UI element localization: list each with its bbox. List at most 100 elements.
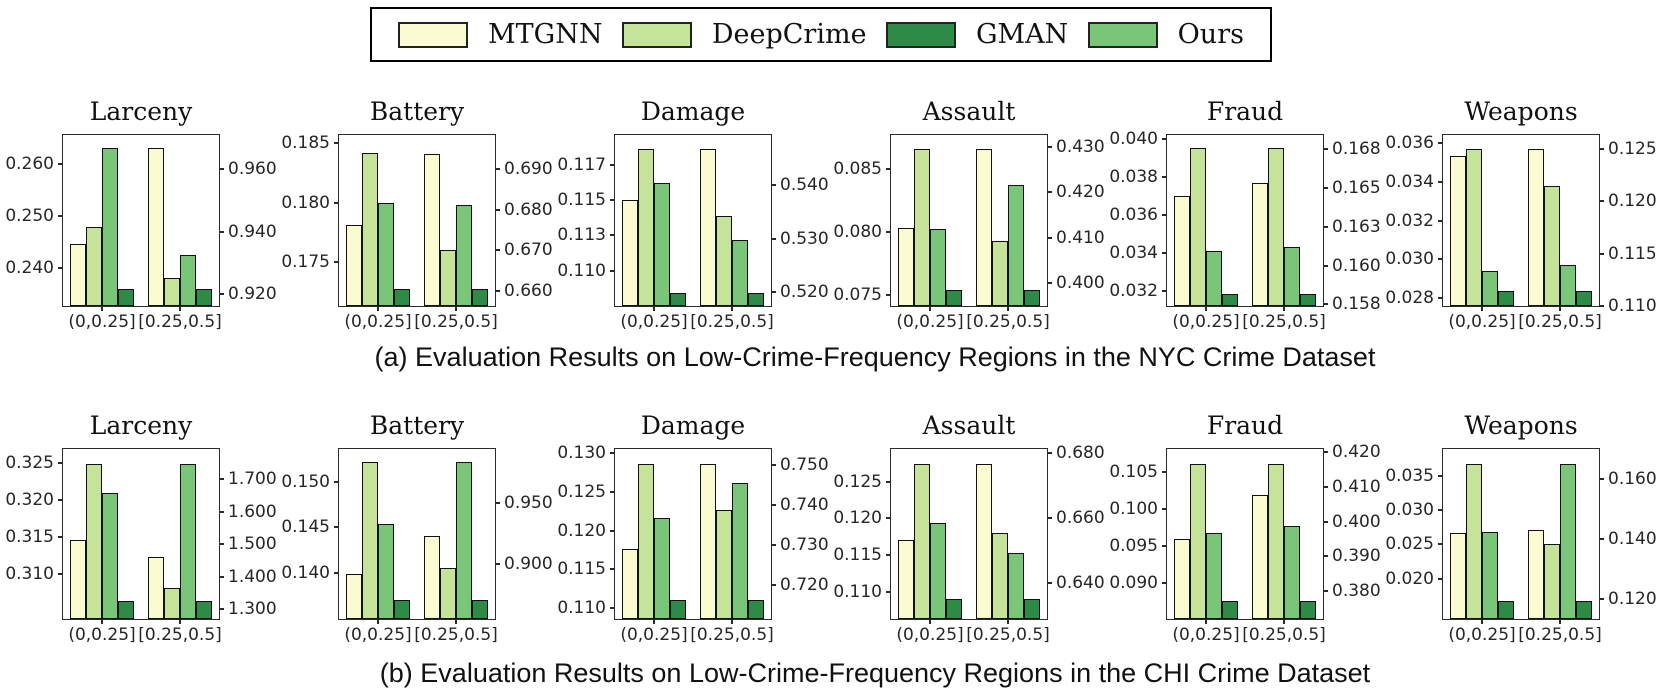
y-axis-tick-label-left: 0.030: [1385, 500, 1434, 520]
y-axis-tick-label-right: 0.410: [1332, 476, 1381, 497]
x-category-label: (0,0.25]: [344, 625, 412, 645]
bar-deepcrime: [86, 227, 102, 306]
y-axis-tick-label-right: 0.680: [1056, 442, 1105, 463]
y-axis-tick-mark: [219, 607, 224, 610]
y-axis-tick-label-right: 0.165: [1332, 177, 1381, 198]
x-category-label: [0.25,0.5]: [690, 625, 774, 645]
y-axis-tick-label-right: 0.400: [1056, 273, 1105, 294]
bar-deepcrime: [1268, 148, 1284, 306]
bar-gman: [946, 290, 962, 306]
subplot-title: Fraud: [1206, 411, 1284, 440]
bar-mtgnn: [1528, 530, 1544, 619]
y-axis-tick-mark: [610, 234, 615, 237]
x-category-label: (0,0.25]: [896, 312, 964, 332]
y-axis-tick-label-left: 0.032: [1109, 280, 1158, 301]
y-axis-tick-mark: [1162, 544, 1167, 547]
bar-ours: [732, 240, 748, 306]
y-axis-tick-label-left: 0.110: [557, 598, 606, 619]
bar-gman: [118, 601, 134, 619]
legend-swatch-deepcrime: [621, 21, 692, 48]
bar-ours: [456, 462, 472, 619]
y-axis-tick-label-left: 0.175: [281, 252, 330, 273]
subplot-larceny-b: Larceny 0.310 0.315 0.320 0.325 1.300 1.400 1.5…: [5, 411, 276, 645]
bar-mtgnn: [1450, 533, 1466, 619]
y-axis-tick-mark: [1323, 555, 1328, 558]
y-axis-tick-mark: [1323, 264, 1328, 267]
bar-gman: [1576, 291, 1592, 306]
bar-deepcrime: [1190, 464, 1206, 619]
bar-deepcrime: [992, 533, 1008, 619]
caption-chi: (b) Evaluation Results on Low-Crime-Freq…: [379, 658, 1371, 688]
y-axis-tick-mark: [219, 292, 224, 295]
y-axis-tick-label-left: 0.035: [1385, 465, 1434, 486]
y-axis-tick-label-left: 0.080: [833, 221, 882, 242]
y-axis-tick-mark: [1162, 581, 1167, 584]
y-axis-tick-label-left: 0.030: [1385, 249, 1434, 270]
bar-gman: [1222, 601, 1238, 619]
y-axis-tick-label-right: 0.530: [780, 228, 829, 249]
subplot-assault-a: Assault 0.075 0.080 0.085 0.400 0.410 0.420 0.4…: [833, 97, 1104, 332]
bar-deepcrime: [1268, 464, 1284, 619]
y-axis-tick-label-left: 0.038: [1109, 166, 1158, 187]
bar-gman: [1498, 601, 1514, 619]
bar-ours: [456, 205, 472, 306]
y-axis-tick-mark: [495, 208, 500, 211]
x-category-label: [0.25,0.5]: [690, 312, 774, 332]
subplot-battery-b: Battery 0.140 0.145 0.150 0.900 0.950 (0,0.25]…: [281, 411, 552, 645]
bar-ours: [1482, 532, 1498, 619]
y-axis-tick-mark: [1323, 520, 1328, 523]
bar-deepcrime: [164, 588, 180, 619]
y-axis-tick-label-right: 0.900: [504, 554, 553, 574]
y-axis-tick-mark: [771, 544, 776, 547]
y-axis-tick-label-left: 0.115: [833, 545, 882, 566]
subplot-weapons-b: Weapons 0.020 0.025 0.030 0.035 0.120 0.140 0.1…: [1385, 411, 1656, 645]
bar-ours: [102, 148, 118, 306]
y-axis-tick-mark: [610, 451, 615, 454]
x-category-label: (0,0.25]: [1448, 312, 1516, 332]
x-category-label: (0,0.25]: [1172, 625, 1240, 645]
bar-mtgnn: [1252, 495, 1268, 619]
x-axis-tick-mark: [1283, 619, 1285, 624]
legend-item-mtgnn: MTGNN: [398, 21, 602, 48]
y-axis-tick-mark: [1162, 137, 1167, 140]
caption-nyc: (a) Evaluation Results on Low-Crime-Freq…: [374, 342, 1376, 372]
x-category-label: (0,0.25]: [68, 312, 136, 332]
y-axis-tick-mark: [886, 517, 891, 520]
bar-deepcrime: [1544, 544, 1560, 619]
y-axis-tick-mark: [219, 230, 224, 233]
y-axis-tick-mark: [495, 249, 500, 252]
bar-mtgnn: [70, 540, 86, 619]
bar-gman: [670, 600, 686, 619]
y-axis-tick-label-left: 0.120: [557, 520, 606, 541]
y-axis-tick-mark: [1438, 258, 1443, 261]
x-axis-tick-mark: [929, 306, 931, 311]
x-category-label: [0.25,0.5]: [1518, 625, 1602, 645]
legend-swatch-gman: [885, 21, 956, 48]
y-axis-tick-mark: [610, 199, 615, 201]
x-axis-tick-mark: [101, 619, 103, 624]
y-axis-tick-label-left: 0.095: [1109, 535, 1158, 556]
y-axis-tick-label-right: 0.158: [1332, 294, 1381, 315]
y-axis-tick-mark: [886, 230, 891, 233]
y-axis-tick-label-left: 0.113: [557, 225, 606, 246]
bar-ours: [1284, 247, 1300, 306]
bar-mtgnn: [700, 149, 716, 306]
y-axis-tick-label-left: 0.310: [5, 563, 54, 584]
y-axis-tick-label-right: 0.125: [1608, 138, 1657, 159]
bar-mtgnn: [424, 536, 440, 619]
y-axis-tick-mark: [1438, 474, 1443, 477]
y-axis-tick-mark: [1438, 577, 1443, 580]
y-axis-tick-mark: [1162, 289, 1167, 292]
y-axis-tick-mark: [1599, 538, 1604, 541]
y-axis-tick-mark: [219, 478, 224, 481]
y-axis-tick-label-left: 0.325: [5, 453, 54, 474]
bar-ours: [180, 255, 196, 306]
y-axis-tick-label-left: 0.315: [5, 526, 54, 547]
bar-gman: [472, 289, 488, 306]
y-axis-tick-label-left: 0.036: [1385, 132, 1434, 153]
y-axis-tick-label-left: 0.090: [1109, 572, 1158, 593]
bar-mtgnn: [622, 549, 638, 619]
y-axis-tick-label-left: 0.110: [833, 582, 882, 603]
y-axis-tick-mark: [771, 584, 776, 587]
y-axis-tick-label-right: 0.380: [1332, 581, 1381, 602]
